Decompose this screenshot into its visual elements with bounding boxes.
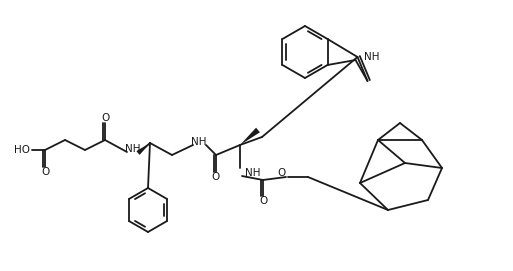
Text: O: O [277, 168, 285, 178]
Text: O: O [101, 113, 109, 123]
Text: NH: NH [191, 137, 207, 147]
Text: O: O [41, 167, 49, 177]
Polygon shape [240, 128, 260, 145]
Polygon shape [136, 143, 150, 155]
Text: O: O [212, 172, 220, 182]
Text: NH: NH [364, 52, 379, 62]
Text: O: O [259, 196, 267, 206]
Text: NH: NH [125, 144, 141, 154]
Text: HO: HO [14, 145, 30, 155]
Text: NH: NH [245, 168, 261, 178]
